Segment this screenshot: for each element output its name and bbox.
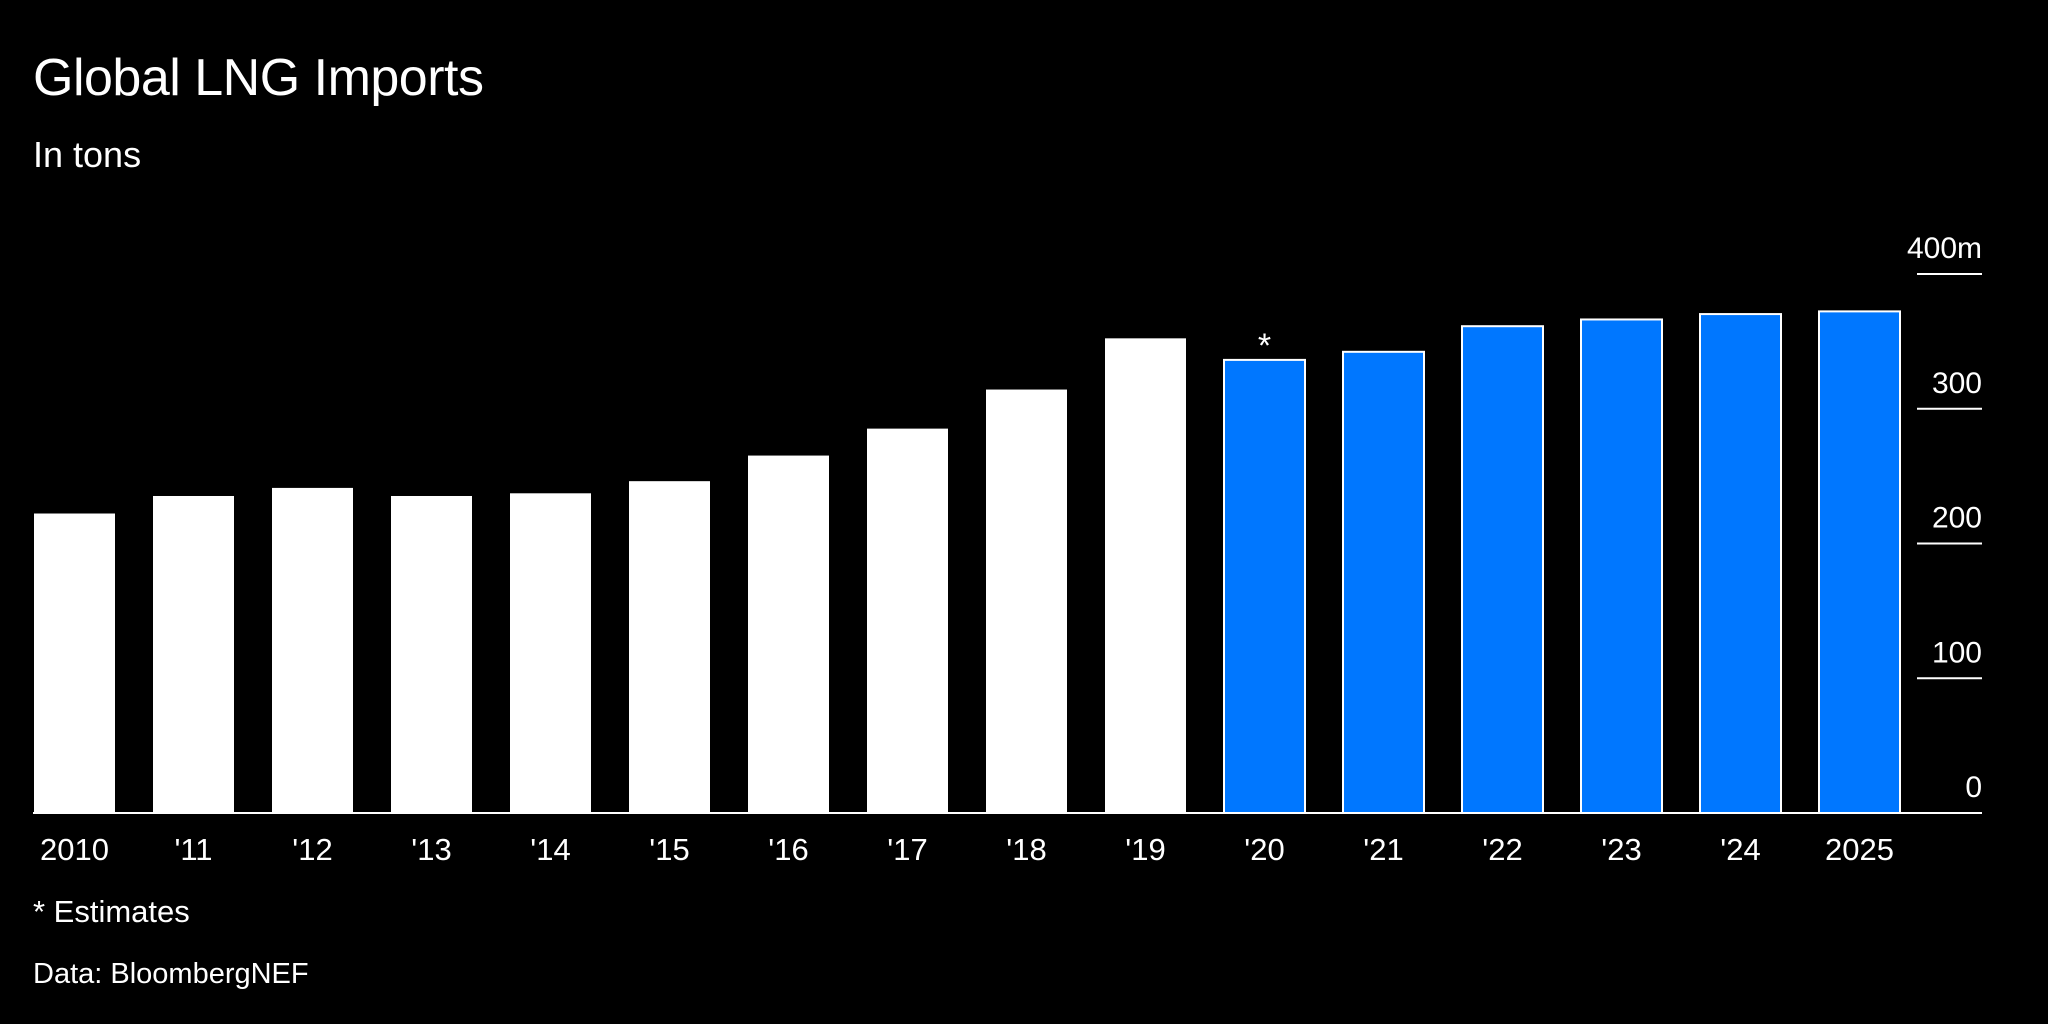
bar [867, 428, 948, 813]
x-tick-label: '16 [768, 832, 808, 867]
y-tick-label: 300 [1932, 367, 1982, 400]
estimate-bar [1342, 350, 1425, 814]
x-tick-label: '23 [1601, 832, 1641, 867]
estimate-asterisk: * [1258, 327, 1271, 365]
x-tick-label: '14 [530, 832, 570, 867]
y-tick-label: 0 [1965, 771, 1982, 804]
x-tick-label: '20 [1244, 832, 1284, 867]
bar [391, 495, 472, 813]
x-tick-label: '13 [411, 832, 451, 867]
bar [510, 493, 591, 813]
x-tick-label: '17 [887, 832, 927, 867]
bar [986, 389, 1067, 813]
x-tick-label: '22 [1482, 832, 1522, 867]
data-source: Data: BloombergNEF [33, 958, 309, 990]
x-tick-label: 2010 [40, 832, 109, 867]
estimate-bar [1818, 310, 1901, 814]
y-tick-label: 400m [1907, 232, 1982, 265]
x-tick-label: '24 [1720, 832, 1760, 867]
x-tick-label: '21 [1363, 832, 1403, 867]
estimate-bar [1580, 318, 1663, 814]
bar [34, 513, 115, 813]
y-tick-label: 200 [1932, 502, 1982, 535]
x-tick-label: '19 [1125, 832, 1165, 867]
x-tick-label: 2025 [1825, 832, 1894, 867]
bar [272, 487, 353, 813]
chart-title: Global LNG Imports [33, 49, 484, 107]
estimate-bar [1699, 313, 1782, 814]
estimates-footnote: * Estimates [33, 894, 190, 929]
bar [153, 495, 234, 813]
x-tick-label: '15 [649, 832, 689, 867]
x-tick-label: '18 [1006, 832, 1046, 867]
chart-subtitle: In tons [33, 134, 142, 175]
estimate-bar [1223, 358, 1306, 814]
y-tick-label: 100 [1932, 636, 1982, 669]
bar [1105, 338, 1186, 813]
bar [629, 481, 710, 813]
estimate-bar [1461, 325, 1544, 814]
x-tick-label: '11 [174, 832, 212, 867]
bar [748, 455, 829, 813]
x-tick-label: '12 [292, 832, 332, 867]
